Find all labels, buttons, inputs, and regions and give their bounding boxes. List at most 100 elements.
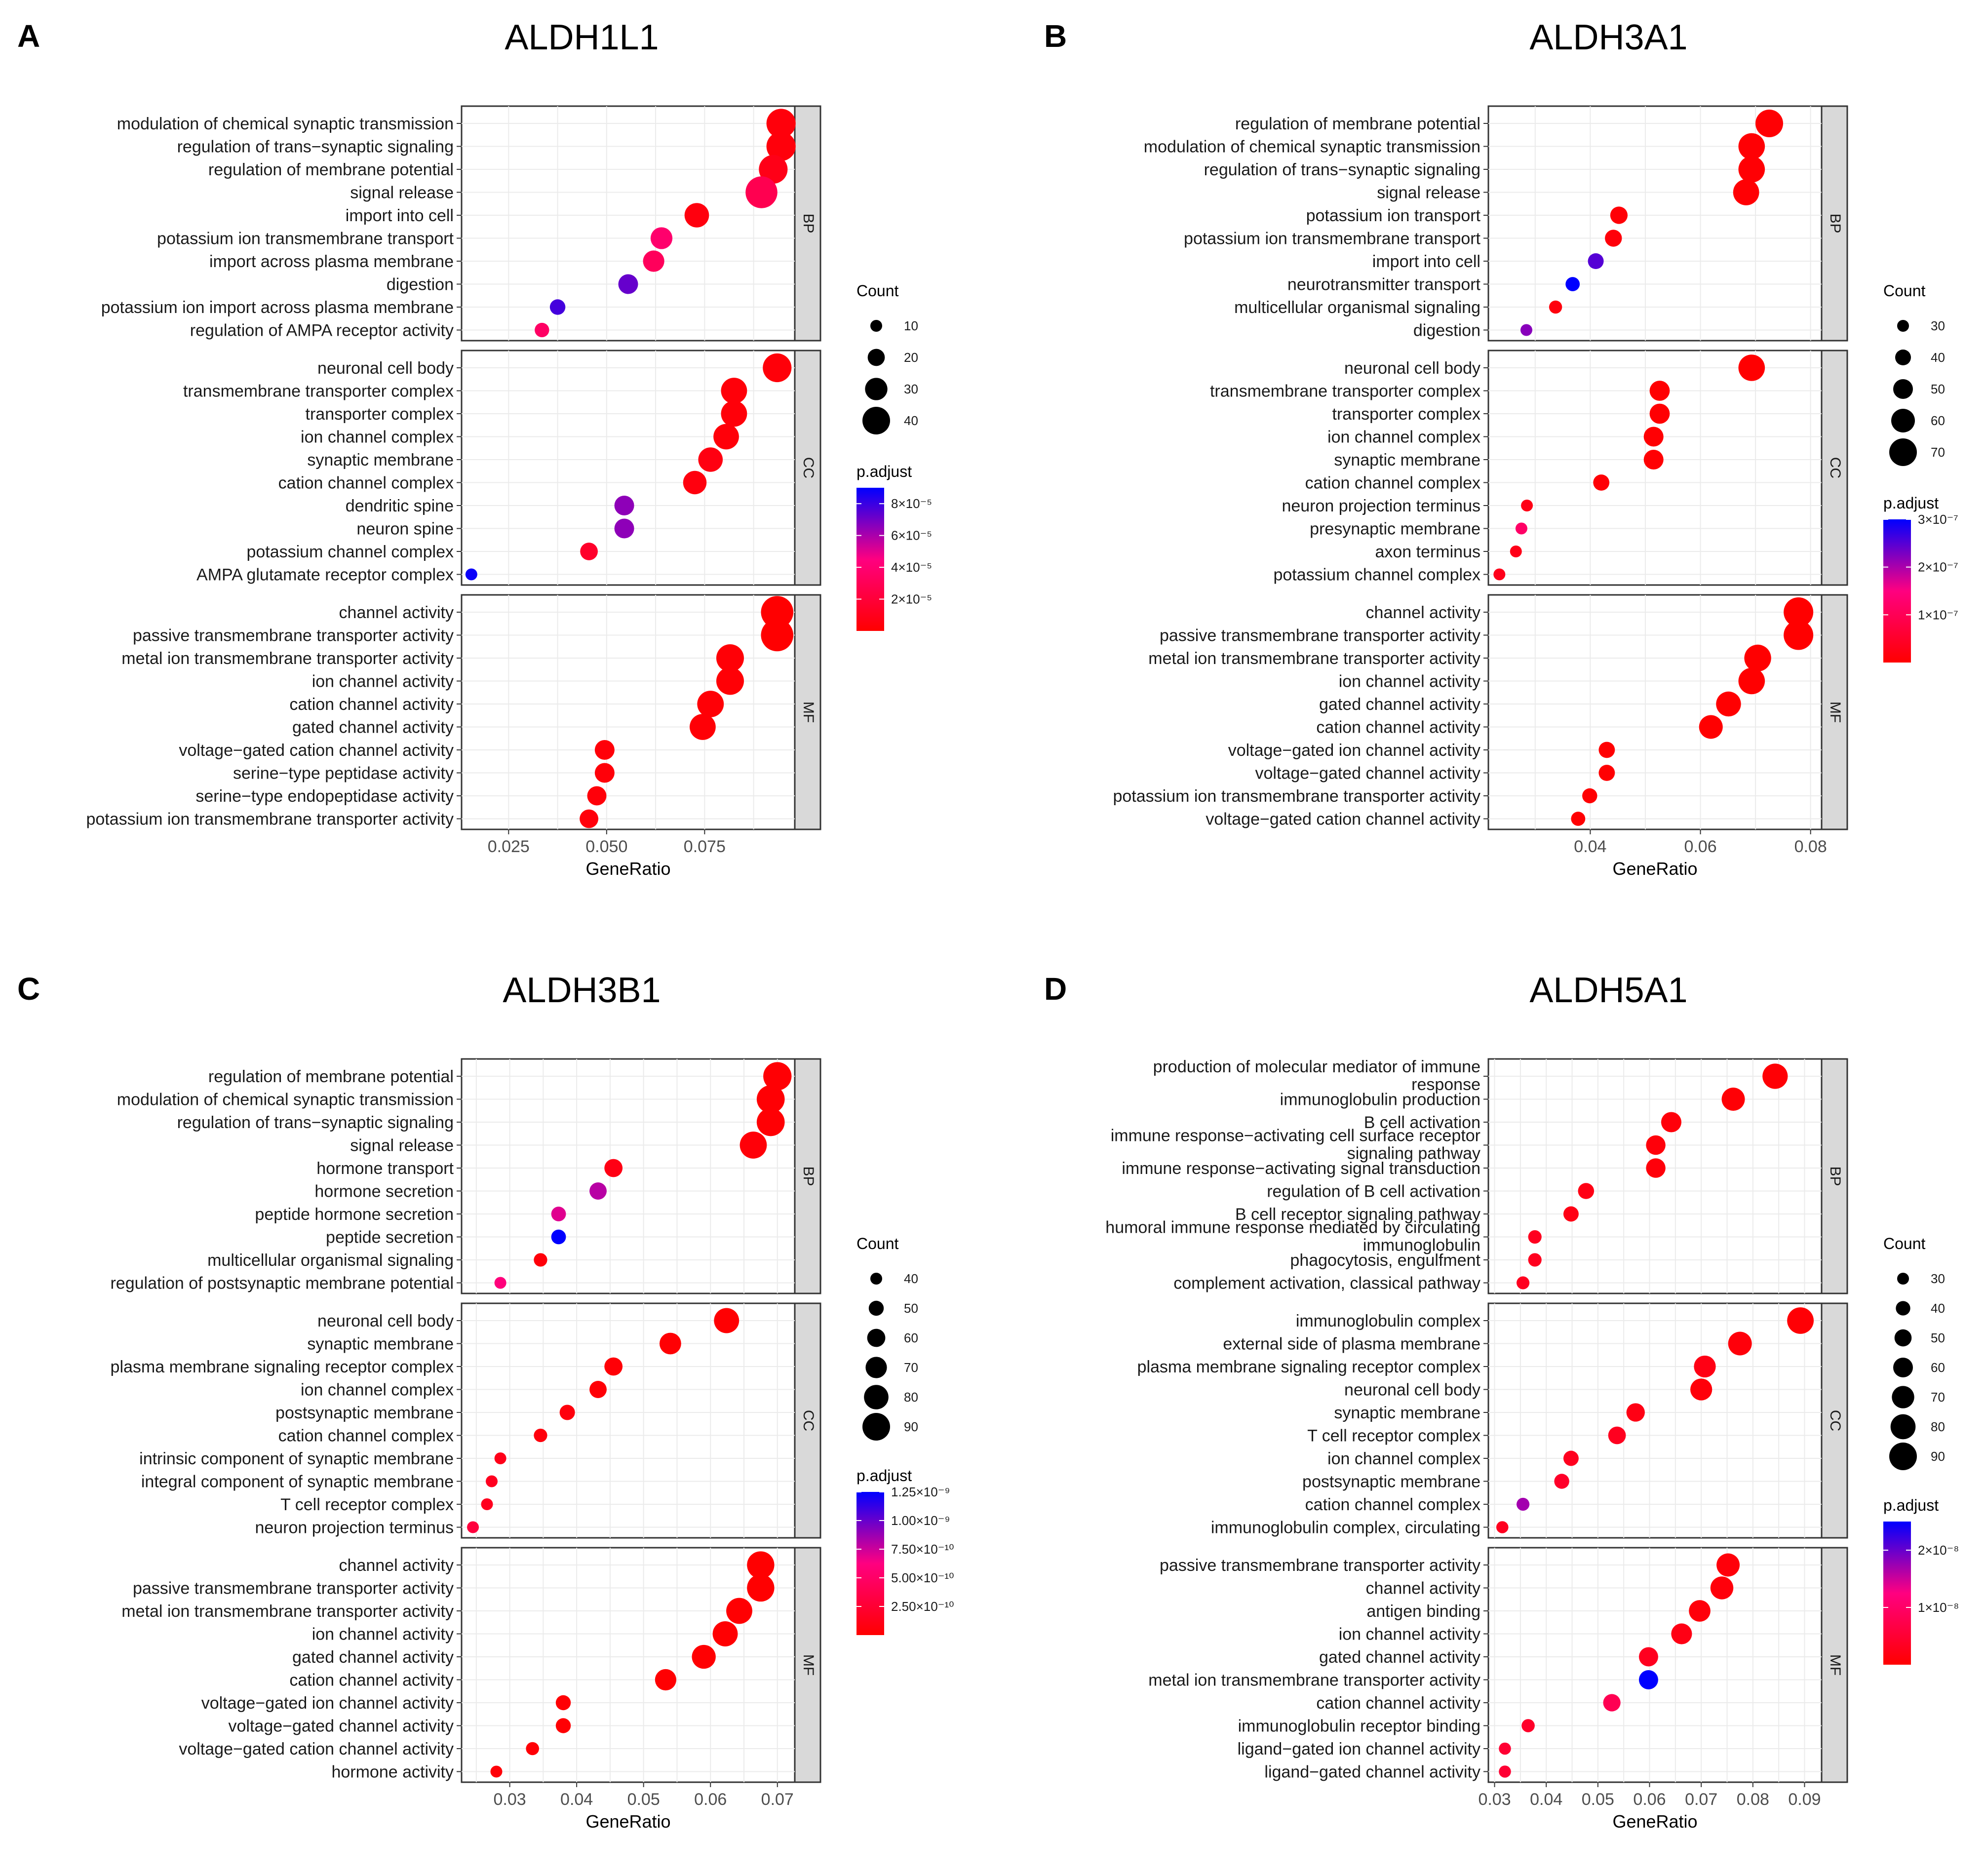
data-point <box>1565 277 1580 291</box>
data-point <box>1643 427 1664 447</box>
x-tick-label: 0.06 <box>1633 1790 1666 1809</box>
size-legend-label: 10 <box>904 318 918 333</box>
term-label: gated channel activity <box>292 1648 454 1667</box>
data-point <box>1689 1600 1711 1622</box>
term-label: production of molecular mediator of immu… <box>1153 1057 1480 1076</box>
term-label: import across plasma membrane <box>209 252 454 271</box>
data-point <box>555 1718 571 1733</box>
term-label: immune response−activating signal transd… <box>1122 1159 1480 1178</box>
term-label: potassium ion import across plasma membr… <box>101 298 454 317</box>
data-point <box>1784 620 1814 650</box>
data-point <box>1605 230 1622 247</box>
data-point <box>721 400 747 427</box>
facet-cc: CC neuronal cell body transmembrane transp… <box>1210 350 1848 586</box>
facet-strip <box>1821 594 1848 830</box>
color-legend-label: 5.00×10⁻¹⁰ <box>891 1570 954 1585</box>
term-label: T cell receptor complex <box>1307 1427 1480 1446</box>
term-label: ligand−gated ion channel activity <box>1238 1740 1480 1759</box>
data-point <box>1496 1521 1509 1533</box>
data-point <box>689 714 716 740</box>
term-label: ion channel activity <box>1339 1625 1480 1644</box>
term-label: phagocytosis, engulfment <box>1290 1251 1480 1270</box>
data-point <box>756 1085 785 1113</box>
x-axis-title: GeneRatio <box>585 1811 670 1832</box>
data-point <box>650 227 673 249</box>
term-label: hormone activity <box>331 1763 454 1782</box>
data-point <box>534 1253 547 1267</box>
size-legend-label: 40 <box>904 1271 918 1286</box>
facet-panel-border <box>461 1058 796 1294</box>
data-point <box>1721 1088 1745 1111</box>
x-tick-label: 0.05 <box>1582 1790 1614 1809</box>
facet-strip <box>1821 1058 1848 1294</box>
data-point <box>721 378 747 404</box>
term-label: channel activity <box>339 1556 454 1575</box>
data-point <box>551 1207 566 1221</box>
data-point <box>1784 597 1814 627</box>
facet-panel-border <box>1487 1302 1823 1539</box>
data-point <box>559 1405 575 1420</box>
term-label: metal ion transmembrane transporter acti… <box>1148 649 1480 668</box>
data-point <box>594 740 615 760</box>
size-legend-key <box>867 1329 886 1347</box>
term-label: regulation of membrane potential <box>208 1067 454 1086</box>
term-label: voltage−gated channel activity <box>1255 764 1480 783</box>
term-label: transmembrane transporter complex <box>1210 382 1480 401</box>
term-label: potassium ion transmembrane transporter … <box>1113 787 1480 806</box>
chart-svg: A ALDH1L1 BP modulation of chemical synapti… <box>17 18 932 879</box>
term-label: cation channel activity <box>1316 1694 1480 1713</box>
data-point <box>643 250 664 272</box>
x-tick-label: 0.04 <box>560 1790 593 1809</box>
data-point <box>1603 1694 1621 1712</box>
data-point <box>1563 1450 1579 1466</box>
color-legend-label: 1.00×10⁻⁹ <box>891 1513 950 1528</box>
data-point <box>1528 1253 1542 1267</box>
data-point <box>1499 1742 1511 1755</box>
data-point <box>1549 300 1562 314</box>
data-point <box>1571 812 1586 826</box>
facet-panel-border <box>1487 105 1823 342</box>
facet-cc: CC immunoglobulin complex external side of… <box>1137 1302 1848 1539</box>
data-point <box>766 131 796 161</box>
term-label: voltage−gated channel activity <box>229 1717 454 1736</box>
term-label: modulation of chemical synaptic transmis… <box>117 1091 454 1109</box>
facet-strip <box>794 105 821 342</box>
facet-bp: BP modulation of chemical synaptic transm… <box>101 105 821 342</box>
size-legend-key <box>862 1413 890 1441</box>
term-label: ion channel activity <box>1339 672 1480 691</box>
data-point <box>740 1132 767 1159</box>
size-legend-label: 90 <box>1931 1449 1945 1464</box>
size-legend-key <box>1897 1273 1909 1285</box>
term-label: potassium channel complex <box>246 543 454 561</box>
data-point <box>1521 1719 1535 1732</box>
data-point <box>1598 765 1615 781</box>
x-tick-label: 0.05 <box>627 1790 660 1809</box>
size-legend-label: 40 <box>904 413 918 428</box>
size-legend-key <box>1894 1329 1912 1347</box>
term-label: cation channel activity <box>289 695 454 714</box>
facet-bp: BP regulation of membrane potential modula… <box>1144 105 1848 342</box>
facet-panel-border <box>461 1302 796 1539</box>
data-point <box>604 1357 623 1376</box>
term-label: dendritic spine <box>346 497 454 515</box>
term-label: passive transmembrane transporter activi… <box>1160 626 1480 645</box>
data-point <box>1515 522 1527 535</box>
data-point <box>1520 324 1532 336</box>
data-point <box>713 424 739 450</box>
color-legend-bar <box>1883 1522 1911 1665</box>
size-legend-title: Count <box>856 1235 899 1252</box>
data-point <box>1728 1331 1752 1356</box>
term-label: import into cell <box>346 206 454 225</box>
size-legend-key <box>865 1357 887 1378</box>
term-label: regulation of B cell activation <box>1267 1182 1480 1201</box>
x-tick-label: 0.07 <box>1685 1790 1717 1809</box>
data-point <box>1738 133 1765 160</box>
term-label: neuron projection terminus <box>1282 497 1480 515</box>
term-label: neuron projection terminus <box>255 1519 454 1537</box>
facet-panel-border <box>1487 1547 1823 1783</box>
chart-svg: B ALDH3A1 BP regulation of membrane potenti… <box>1044 18 1958 879</box>
size-legend-label: 90 <box>904 1419 918 1434</box>
data-point <box>465 568 477 581</box>
chart-title: ALDH5A1 <box>1529 971 1687 1010</box>
term-label: multicellular organismal signaling <box>1234 298 1480 317</box>
